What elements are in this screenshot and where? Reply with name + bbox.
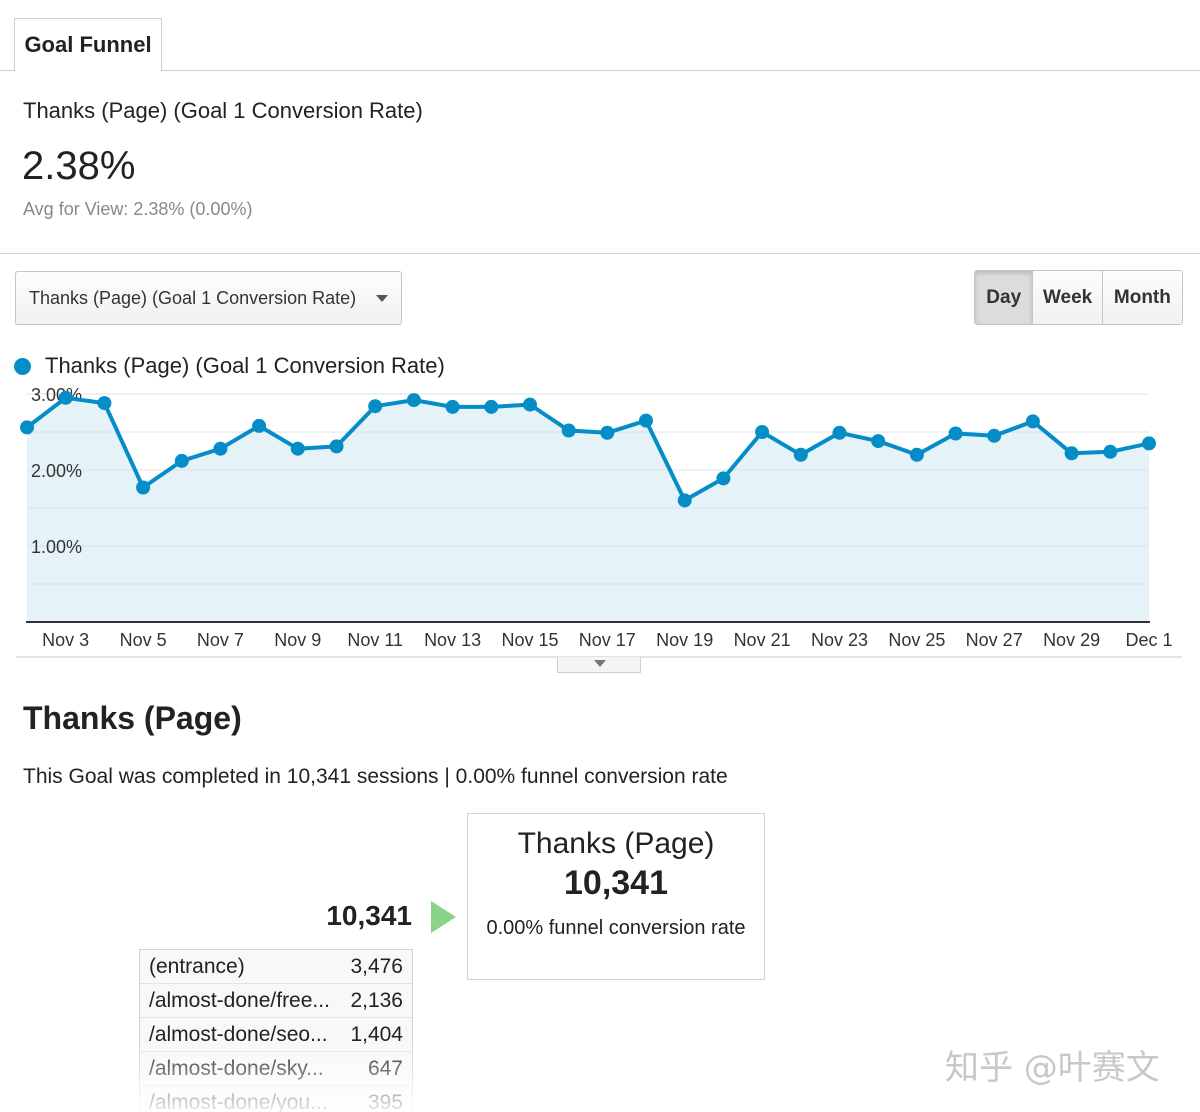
x-tick-label: Nov 19: [656, 630, 713, 650]
triangle-down-icon: [594, 660, 606, 667]
data-point: [793, 447, 808, 462]
source-label: /almost-done/seo...: [149, 1022, 328, 1046]
data-point: [136, 480, 151, 495]
chart-area: [27, 397, 1149, 622]
y-tick-label: 2.00%: [31, 461, 82, 481]
source-value: 2,136: [350, 988, 403, 1012]
x-tick-label: Nov 27: [966, 630, 1023, 650]
source-label: /almost-done/free...: [149, 988, 330, 1012]
funnel-step: Thanks (Page) 10,341 0.00% funnel conver…: [467, 813, 765, 980]
x-tick-label: Dec 1: [1125, 630, 1172, 650]
x-tick-label: Nov 29: [1043, 630, 1100, 650]
entry-total: 10,341: [326, 900, 412, 931]
source-label: /almost-done/sky...: [149, 1056, 324, 1080]
chart-legend: Thanks (Page) (Goal 1 Conversion Rate): [14, 353, 445, 379]
legend-label: Thanks (Page) (Goal 1 Conversion Rate): [45, 353, 445, 378]
data-point: [20, 420, 34, 435]
data-point: [561, 423, 576, 438]
step-count: 10,341: [564, 864, 668, 902]
data-point: [58, 390, 73, 405]
data-point: [600, 425, 615, 440]
x-tick-label: Nov 9: [274, 630, 321, 650]
source-label: /almost-done/you...: [149, 1090, 328, 1112]
data-point: [290, 441, 305, 456]
list-item[interactable]: /almost-done/seo... 1,404: [140, 1018, 412, 1052]
source-value: 1,404: [350, 1022, 403, 1046]
x-tick-label: Nov 13: [424, 630, 481, 650]
goal-summary: This Goal was completed in 10,341 sessio…: [23, 765, 728, 788]
data-point: [871, 434, 886, 449]
metric-average: Avg for View: 2.38% (0.00%): [23, 199, 253, 219]
x-tick-label: Nov 23: [811, 630, 868, 650]
data-point: [639, 413, 653, 428]
x-tick-label: Nov 5: [120, 630, 167, 650]
data-point: [1103, 444, 1118, 459]
list-item[interactable]: /almost-done/you... 395: [140, 1086, 412, 1112]
x-tick-label: Nov 11: [347, 630, 403, 650]
x-tick-label: Nov 17: [579, 630, 636, 650]
tab-goal-funnel[interactable]: Goal Funnel: [14, 18, 162, 72]
data-point: [1064, 446, 1079, 461]
data-point: [948, 426, 963, 441]
data-point: [755, 425, 770, 439]
metric-dropdown-label: Thanks (Page) (Goal 1 Conversion Rate): [29, 287, 357, 308]
watermark: 知乎 @叶赛文: [945, 1048, 1160, 1088]
data-point: [677, 493, 692, 508]
data-point: [1142, 436, 1156, 451]
month-button[interactable]: Month: [1101, 271, 1182, 324]
data-point: [832, 425, 847, 440]
data-point: [174, 453, 189, 468]
list-item[interactable]: /almost-done/free... 2,136: [140, 984, 412, 1018]
metric-name: Thanks (Page) (Goal 1 Conversion Rate): [23, 98, 423, 123]
data-point: [484, 399, 499, 414]
x-tick-label: Nov 7: [197, 630, 244, 650]
tab-bar: Goal Funnel: [0, 0, 1200, 72]
divider: [0, 253, 1200, 254]
data-point: [523, 397, 537, 412]
source-label: (entrance): [149, 954, 245, 978]
data-point: [987, 428, 1002, 443]
week-button[interactable]: Week: [1032, 271, 1102, 324]
period-toggle: Day Week Month: [974, 270, 1183, 325]
metric-dropdown[interactable]: Thanks (Page) (Goal 1 Conversion Rate): [15, 271, 402, 325]
data-point: [1025, 414, 1040, 429]
step-rate: 0.00% funnel conversion rate: [486, 917, 746, 939]
chevron-down-icon: [376, 295, 388, 302]
list-item[interactable]: (entrance) 3,476: [140, 950, 412, 984]
chart-collapse-toggle[interactable]: [557, 657, 641, 673]
source-value: 395: [367, 1090, 403, 1112]
data-point: [406, 393, 421, 408]
source-value: 3,476: [350, 954, 403, 978]
data-point: [445, 399, 460, 414]
x-tick-label: Nov 21: [734, 630, 791, 650]
x-tick-label: Nov 25: [888, 630, 945, 650]
source-value: 647: [367, 1056, 403, 1080]
data-point: [97, 396, 112, 411]
y-tick-label: 1.00%: [31, 537, 82, 557]
data-point: [213, 441, 228, 456]
data-point: [252, 418, 267, 433]
x-tick-label: Nov 15: [501, 630, 558, 650]
day-button[interactable]: Day: [975, 271, 1033, 324]
data-point: [329, 439, 344, 454]
goal-title: Thanks (Page): [23, 700, 242, 736]
x-tick-label: Nov 3: [42, 630, 89, 650]
step-name: Thanks (Page): [517, 827, 715, 860]
metric-value: 2.38%: [22, 144, 136, 188]
y-tick-label: 3.00%: [31, 385, 82, 405]
entrance-sources-list: (entrance) 3,476 /almost-done/free... 2,…: [139, 949, 413, 1112]
data-point: [716, 471, 731, 486]
play-arrow-icon: [431, 901, 456, 933]
line-chart: 3.00% 2.00% 1.00% Nov 3 Nov 5 Nov 7 Nov 9 Nov 1…: [16, 385, 1182, 658]
data-point: [909, 447, 924, 462]
list-item[interactable]: /almost-done/sky... 647: [140, 1052, 412, 1086]
legend-dot-icon: [14, 357, 31, 375]
data-point: [368, 399, 383, 414]
